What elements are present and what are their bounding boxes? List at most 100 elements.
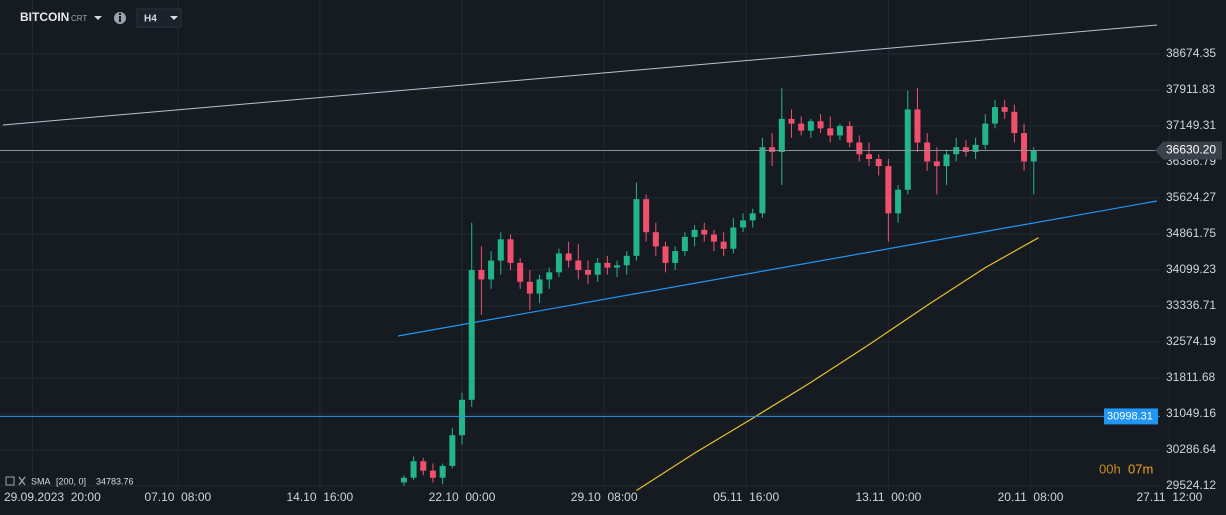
candle-body [565, 253, 572, 261]
candle-body [429, 470, 436, 478]
candle-body [410, 461, 417, 478]
candle-body [478, 269, 485, 280]
sma-line [636, 237, 1039, 491]
y-tick-label: 31811.68 [1166, 370, 1215, 384]
timer-hours: 00h [1099, 461, 1121, 476]
candle-body [962, 147, 969, 152]
candle-body [827, 128, 834, 136]
symbol-tag: CRT [71, 14, 87, 23]
level-tag [1104, 408, 1158, 425]
info-icon-glyph [119, 16, 121, 22]
indicator-name: SMA [31, 476, 51, 486]
candle-body [836, 125, 843, 136]
y-tick-label: 32574.19 [1166, 334, 1216, 348]
candle-body [555, 253, 562, 273]
candle-body [662, 246, 669, 263]
candle-body [459, 399, 466, 436]
candle-body [1001, 107, 1008, 112]
x-tick-label: 05.11 16:00 [713, 490, 779, 504]
candle-body [798, 123, 805, 131]
candle-body [420, 461, 427, 471]
candle-body [749, 213, 756, 221]
candle-body [1011, 111, 1018, 134]
candle-body [972, 144, 979, 152]
candle-body [856, 142, 863, 155]
candle-body [924, 142, 931, 162]
timeframe-dropdown [170, 16, 178, 20]
candle-body [1021, 133, 1028, 162]
indicator-params: [200, 0] [56, 476, 86, 486]
y-tick-label: 30286.64 [1166, 442, 1216, 456]
candle-body [614, 265, 621, 268]
candle-body [449, 435, 456, 466]
x-tick-label: 20.11 08:00 [998, 490, 1064, 504]
candle-body [584, 269, 591, 275]
candle-body [468, 269, 475, 400]
x-tick-label: 27.11 12:00 [1136, 490, 1202, 504]
candle-body [536, 279, 543, 294]
level-tag-label: 30998.31 [1107, 410, 1153, 422]
candle-body [933, 161, 940, 167]
symbol-dropdown[interactable] [94, 16, 102, 20]
candle-body [817, 121, 824, 129]
y-tick-label: 38674.35 [1166, 46, 1216, 60]
candle-body [991, 107, 998, 124]
x-tick-label: 29.09.2023 20:00 [4, 490, 101, 504]
candle-body [710, 234, 717, 242]
timeframe: H4 [144, 14, 157, 25]
timer-minutes: 07m [1128, 461, 1153, 476]
candle-body [807, 121, 814, 131]
trend-line-upper [2, 24, 1158, 126]
grid [0, 0, 1170, 490]
y-tick-label: 34099.23 [1166, 262, 1216, 276]
candle-body [681, 236, 688, 252]
candle-body [488, 260, 495, 280]
timeframe-select[interactable] [136, 8, 182, 28]
candle-body [914, 109, 921, 143]
candle-body [652, 232, 659, 247]
candle-body [400, 477, 407, 483]
y-tick-label: 29524.12 [1166, 478, 1216, 492]
candle-body [846, 125, 853, 143]
y-tick-label: 37911.83 [1166, 82, 1215, 96]
x-tick-label: 22.10 00:00 [429, 490, 496, 504]
candle-body [778, 118, 785, 152]
candle-body [769, 147, 776, 152]
candle-body [730, 227, 737, 249]
candle-body [788, 118, 795, 124]
candle-body [546, 272, 553, 280]
candle-body [1030, 150, 1037, 162]
x-tick-label: 14.10 16:00 [287, 490, 354, 504]
indicator-remove-icon[interactable] [18, 476, 26, 486]
x-tick-label: 29.10 08:00 [571, 490, 638, 504]
symbol[interactable]: BITCOIN [20, 10, 69, 24]
price-tag [1155, 141, 1222, 160]
candle-body [507, 239, 514, 263]
candle-body [517, 262, 524, 282]
candle-body [895, 189, 902, 214]
y-tick-label: 37149.31 [1166, 118, 1216, 132]
indicator-settings-icon[interactable] [5, 476, 15, 486]
x-tick-label: 13.11 00:00 [855, 490, 921, 504]
candle-body [497, 239, 504, 261]
candle-body [982, 123, 989, 145]
candle-body [594, 262, 601, 275]
info-icon-dot [119, 13, 121, 15]
candle-body [575, 260, 582, 270]
candle-body [904, 109, 911, 190]
candle-body [643, 199, 650, 233]
y-tick-label: 34861.75 [1166, 226, 1216, 240]
trend-line-lower [397, 200, 1158, 337]
candle-body [701, 229, 708, 235]
candle-body [691, 229, 698, 237]
candle-body [623, 255, 630, 266]
candle-body [759, 147, 766, 214]
candle-body [943, 154, 950, 167]
y-tick-label: 31049.16 [1166, 406, 1216, 420]
candle-body [720, 241, 727, 249]
y-tick-label: 33336.71 [1166, 298, 1216, 312]
candle-body [633, 199, 640, 256]
